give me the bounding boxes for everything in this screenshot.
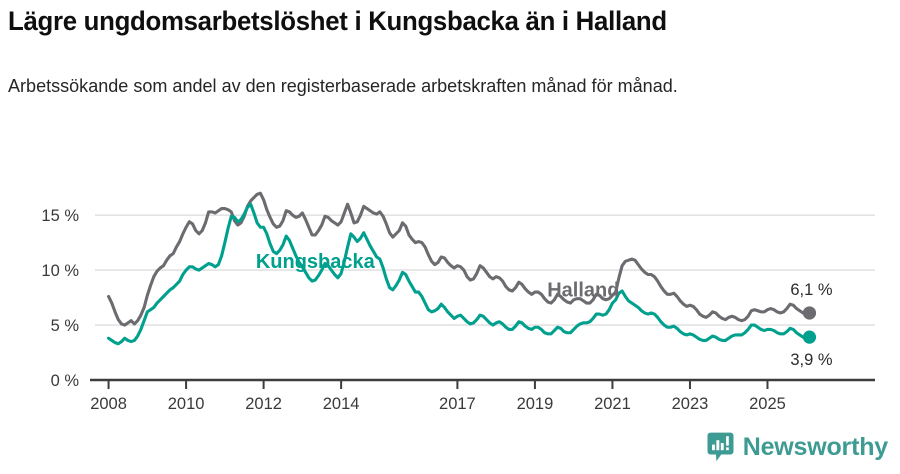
bar-chart-speech-bubble-icon [707,432,734,461]
x-axis-tick-label: 2010 [168,395,205,413]
false [802,306,817,320]
y-axis-tick-label: 10 % [41,262,79,280]
x-axis-tick-label: 2023 [672,395,709,413]
x-axis-tick-label: 2012 [245,395,282,413]
y-axis-tick-label: 15 % [41,207,79,225]
false [802,330,817,344]
x-axis-tick-label: 2017 [439,395,476,413]
series-end-value-kungsbacka: 3,9 % [790,351,833,369]
y-axis-tick-label: 5 % [51,317,80,335]
newsworthy-logo: Newsworthy [707,430,888,464]
series-label-halland: Halland [547,279,619,301]
page-title: Lägre ungdomsarbetslöshet i Kungsbacka ä… [8,6,667,36]
x-axis-tick-label: 2014 [323,395,360,413]
logo-wordmark: Newsworthy [742,432,888,461]
series-line-kungsbacka [107,202,812,346]
x-axis-tick-label: 2008 [90,395,127,413]
series-label-kungsbacka: Kungsbacka [256,251,376,273]
y-axis-tick-label: 0 % [51,372,80,390]
chart-subtitle: Arbetssökande som andel av den registerb… [8,75,678,96]
series-line-halland [107,191,812,327]
x-axis-tick-label: 2021 [594,395,631,413]
x-axis-tick-label: 2019 [517,395,554,413]
series-end-value-halland: 6,1 % [790,281,833,299]
x-axis-tick-label: 2025 [749,395,786,413]
